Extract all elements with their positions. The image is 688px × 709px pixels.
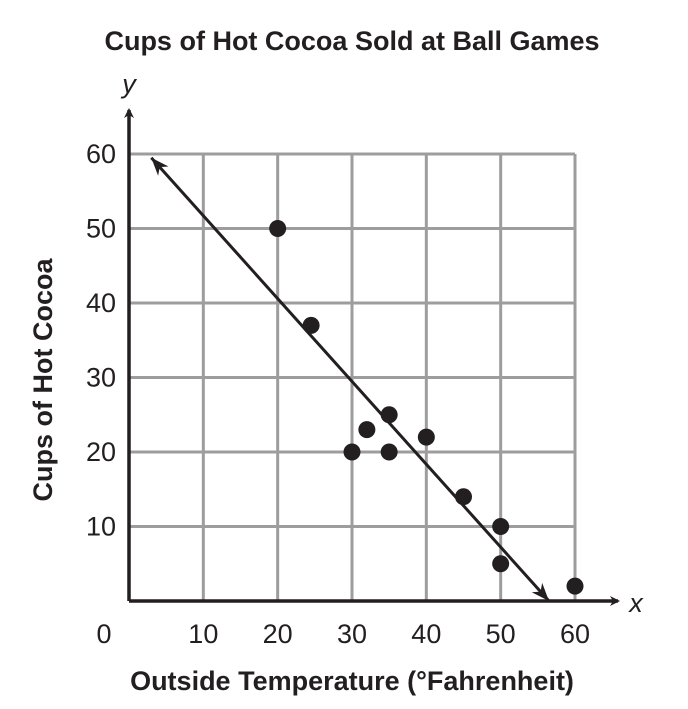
- x-axis-label: Outside Temperature (°Fahrenheit): [130, 666, 574, 696]
- x-tick-label: 0: [96, 619, 111, 649]
- data-points: [269, 220, 584, 595]
- data-point: [566, 577, 584, 595]
- x-tick-label: 50: [486, 619, 516, 649]
- data-point: [269, 220, 287, 237]
- data-point: [358, 421, 376, 439]
- data-point: [380, 406, 398, 424]
- trend-line-group: [150, 156, 551, 603]
- axes: [124, 108, 620, 606]
- y-tick-labels: 10 20 30 40 50 60: [86, 139, 116, 542]
- data-point: [492, 518, 510, 535]
- x-tick-label: 20: [263, 619, 293, 649]
- data-point: [455, 488, 472, 506]
- x-variable-label: x: [627, 588, 644, 618]
- x-tick-labels: 0 10 20 30 40 50 60: [96, 619, 590, 649]
- data-point: [343, 443, 361, 461]
- x-tick-label: 30: [337, 619, 367, 649]
- y-axis-label: Cups of Hot Cocoa: [28, 258, 58, 502]
- y-tick-label: 20: [86, 437, 116, 467]
- y-tick-label: 10: [86, 512, 116, 542]
- data-point: [417, 428, 435, 446]
- y-tick-label: 40: [86, 288, 116, 318]
- trend-arrowhead: [531, 582, 549, 601]
- data-point: [302, 316, 320, 334]
- x-tick-label: 10: [188, 619, 218, 649]
- data-point: [380, 443, 398, 461]
- y-variable-label: y: [120, 69, 137, 99]
- trend-line: [150, 156, 551, 603]
- grid: [129, 152, 577, 601]
- data-point: [492, 555, 510, 573]
- x-tick-label: 60: [560, 619, 590, 649]
- x-tick-label: 40: [411, 619, 441, 649]
- y-tick-label: 30: [86, 363, 116, 393]
- trend-arrowhead: [151, 157, 169, 176]
- y-tick-label: 60: [86, 139, 116, 169]
- y-tick-label: 50: [86, 214, 116, 244]
- chart-title: Cups of Hot Cocoa Sold at Ball Games: [104, 26, 599, 56]
